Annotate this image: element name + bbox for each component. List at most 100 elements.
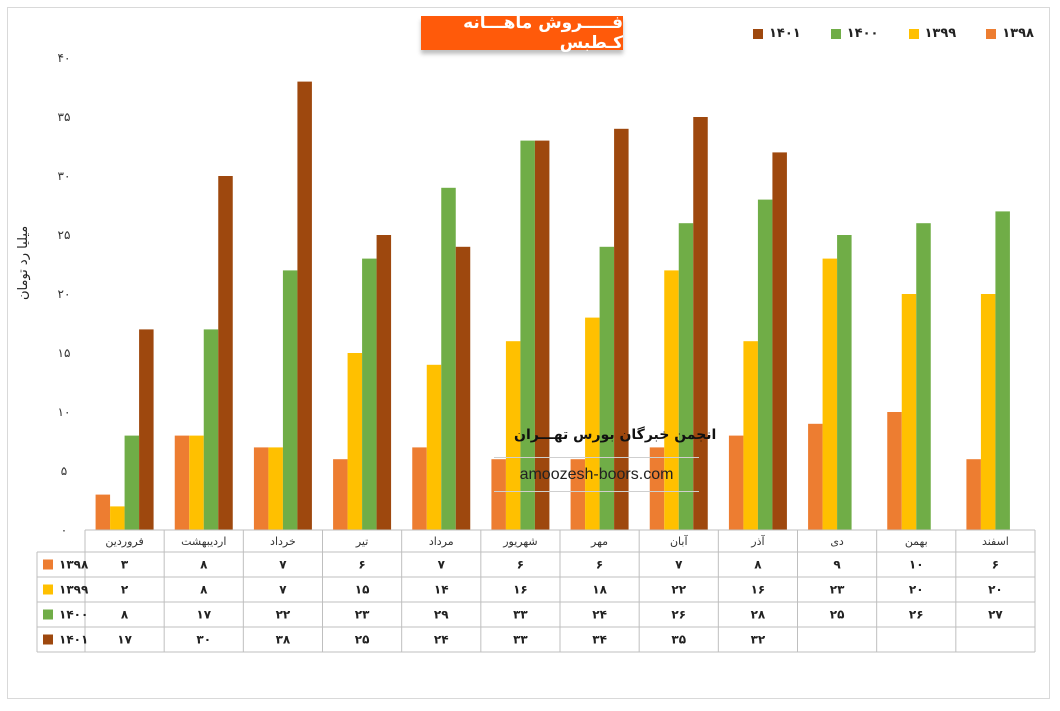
table-row-swatch-1399	[43, 584, 53, 595]
table-cell: ۷	[438, 558, 446, 572]
table-cell: ۶	[992, 558, 999, 572]
bar-1401-6	[534, 140, 550, 530]
legend-label-1399: ۱۳۹۹	[924, 26, 957, 41]
legend-item-1398: ۱۳۹۸	[986, 26, 1034, 41]
bar-1400-4	[362, 258, 377, 530]
bar-1398-12	[966, 459, 981, 530]
table-cell: ۳۳	[513, 608, 528, 622]
bar-1399-6	[505, 341, 521, 530]
bar-1399-1	[110, 506, 125, 530]
bar-1398-7	[570, 459, 586, 530]
category-label: اردیبهشت	[181, 535, 226, 548]
bar-1401-1	[139, 329, 154, 530]
bar-1398-6	[491, 459, 506, 530]
y-tick-label: ۴۰	[58, 51, 71, 65]
category-label: اسفند	[982, 535, 1009, 548]
table-cell: ۳۲	[751, 633, 766, 647]
bar-1398-3	[253, 447, 269, 530]
bar-1399-2	[189, 435, 204, 530]
bar-1398-1	[95, 494, 111, 530]
y-tick-label: ۳۵	[58, 110, 71, 124]
table-cell: ۲۲	[276, 608, 291, 622]
bar-1401-3	[297, 81, 312, 530]
category-label: دی	[830, 535, 844, 548]
bar-1399-8	[664, 270, 679, 530]
category-label: بهمن	[905, 535, 928, 548]
table-cell: ۲۹	[434, 608, 449, 622]
bar-1399-4	[347, 353, 363, 530]
table-row-label: ۱۳۹۸	[59, 558, 89, 572]
table-row-label: ۱۳۹۹	[59, 583, 89, 597]
bar-1400-11	[916, 223, 931, 530]
table-cell: ۷	[279, 558, 287, 572]
watermark-url-text: amoozesh-boors.com	[519, 465, 674, 483]
bar-1400-6	[520, 140, 535, 530]
y-tick-label: ۱۵	[58, 346, 71, 360]
bar-1400-3	[282, 270, 298, 530]
category-label: مهر	[590, 535, 608, 548]
category-label: خرداد	[270, 535, 296, 548]
bar-1400-5	[441, 187, 456, 531]
table-cell: ۱۷	[196, 608, 211, 622]
table-cell: ۱۵	[355, 583, 370, 597]
legend-label-1398: ۱۳۹۸	[1002, 26, 1034, 41]
table-cell: ۱۰	[909, 558, 924, 572]
table-cell: ۱۶	[751, 583, 766, 597]
table-cell: ۸	[121, 608, 129, 622]
legend-swatch-1398	[986, 28, 997, 39]
bar-1399-3	[268, 447, 283, 530]
table-cell: ۷	[279, 583, 287, 597]
y-tick-label: ۵	[61, 464, 67, 478]
table-cell: ۲۵	[355, 633, 370, 647]
bar-1398-8	[649, 447, 665, 530]
table-cell: ۸	[200, 583, 208, 597]
table-cell: ۳۸	[276, 633, 291, 647]
y-axis-ticks: ۰ ۵ ۱۰ ۱۵ ۲۰ ۲۵ ۳۰ ۳۵ ۴۰	[58, 51, 71, 537]
watermark-title: انجمن خبرگان بورس تهـــران	[514, 427, 717, 443]
bar-1398-10	[808, 423, 823, 530]
bars	[95, 81, 1010, 531]
bar-1399-12	[980, 294, 996, 530]
table-cell: ۲۰	[909, 583, 924, 597]
bar-1401-4	[376, 235, 392, 530]
bar-1398-5	[412, 447, 427, 530]
table-cell: ۶	[358, 558, 365, 572]
bar-1399-5	[426, 364, 442, 530]
bar-1401-9	[772, 152, 787, 530]
table-cell: ۳۰	[196, 633, 211, 647]
bar-1399-10	[822, 258, 838, 530]
table-cell: ۱۸	[592, 583, 607, 597]
table-cell: ۷	[675, 558, 683, 572]
category-label: تیر	[355, 535, 368, 548]
table-cell: ۲۵	[830, 608, 845, 622]
table-cell: ۱۶	[513, 583, 528, 597]
y-tick-label: ۳۰	[58, 169, 71, 183]
table-cell: ۲۸	[751, 608, 766, 622]
table-cell: ۲۴	[434, 633, 449, 647]
bar-1399-11	[901, 294, 917, 530]
table-cell: ۲۶	[671, 608, 686, 622]
legend: ۱۳۹۸ ۱۳۹۹ ۱۴۰۰ ۱۴۰۱	[753, 26, 1034, 41]
y-tick-label: ۲۰	[58, 287, 71, 301]
bar-1400-10	[837, 235, 852, 530]
table-cell: ۲۲	[671, 583, 686, 597]
bar-1401-8	[693, 117, 708, 530]
table-cell: ۲۳	[830, 583, 845, 597]
bar-1400-9	[757, 199, 773, 530]
table-cell: ۲۳	[355, 608, 370, 622]
legend-item-1399: ۱۳۹۹	[908, 26, 957, 41]
table-row-swatch-1400	[43, 609, 53, 620]
bar-1401-7	[614, 128, 629, 531]
chart-frame	[7, 7, 1050, 699]
table-row-label: ۱۴۰۰	[59, 608, 88, 622]
category-label: آذر	[750, 534, 765, 548]
bar-1398-4	[333, 459, 348, 530]
watermark-url: amoozesh-boors.com	[494, 457, 699, 492]
table-cell: ۲۷	[988, 608, 1003, 622]
table-cell: ۱۴	[434, 583, 449, 597]
y-tick-label: ۲۵	[58, 228, 71, 242]
table-cell: ۳۴	[592, 633, 607, 647]
bar-1399-7	[585, 317, 600, 530]
y-tick-label: ۱۰	[58, 405, 71, 419]
